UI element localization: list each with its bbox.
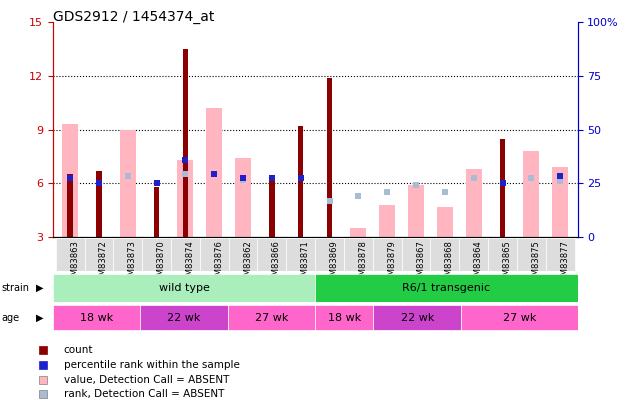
Bar bbox=[258, 238, 286, 271]
Text: 27 wk: 27 wk bbox=[502, 313, 536, 322]
Text: value, Detection Call = ABSENT: value, Detection Call = ABSENT bbox=[63, 375, 229, 385]
Text: GSM83866: GSM83866 bbox=[272, 240, 281, 286]
Bar bbox=[84, 238, 114, 271]
Bar bbox=[402, 238, 430, 271]
Text: 18 wk: 18 wk bbox=[80, 313, 113, 322]
Bar bbox=[286, 238, 315, 271]
Bar bbox=[62, 124, 78, 237]
Text: wild type: wild type bbox=[158, 283, 209, 293]
Text: GSM83872: GSM83872 bbox=[99, 240, 108, 286]
Text: GSM83864: GSM83864 bbox=[474, 240, 483, 286]
Bar bbox=[142, 238, 171, 271]
Bar bbox=[437, 207, 453, 237]
Bar bbox=[206, 108, 222, 237]
Bar bbox=[315, 305, 373, 330]
Bar bbox=[229, 238, 258, 271]
Text: rank, Detection Call = ABSENT: rank, Detection Call = ABSENT bbox=[63, 389, 224, 399]
Text: ▶: ▶ bbox=[36, 313, 43, 322]
Text: 22 wk: 22 wk bbox=[167, 313, 201, 322]
Text: age: age bbox=[1, 313, 19, 322]
Bar bbox=[430, 238, 460, 271]
Bar bbox=[53, 274, 315, 302]
Text: GSM83862: GSM83862 bbox=[243, 240, 252, 286]
Bar bbox=[517, 238, 546, 271]
Bar bbox=[56, 238, 84, 271]
Bar bbox=[488, 238, 517, 271]
Text: GSM83871: GSM83871 bbox=[301, 240, 310, 286]
Text: 27 wk: 27 wk bbox=[255, 313, 288, 322]
Text: count: count bbox=[63, 345, 93, 355]
Bar bbox=[68, 174, 73, 237]
Bar bbox=[344, 238, 373, 271]
Bar bbox=[235, 158, 251, 237]
Text: GSM83876: GSM83876 bbox=[214, 240, 223, 286]
Bar bbox=[120, 130, 135, 237]
Text: GSM83870: GSM83870 bbox=[156, 240, 166, 286]
Bar bbox=[379, 205, 395, 237]
Bar bbox=[228, 305, 315, 330]
Bar bbox=[53, 305, 140, 330]
Bar bbox=[178, 160, 193, 237]
Text: GSM83879: GSM83879 bbox=[388, 240, 396, 286]
Text: strain: strain bbox=[1, 283, 29, 293]
Text: 18 wk: 18 wk bbox=[328, 313, 361, 322]
Text: GSM83868: GSM83868 bbox=[445, 240, 454, 286]
Text: GSM83873: GSM83873 bbox=[128, 240, 137, 286]
Bar bbox=[373, 238, 402, 271]
Text: R6/1 transgenic: R6/1 transgenic bbox=[402, 283, 491, 293]
Bar bbox=[460, 238, 488, 271]
Bar bbox=[466, 169, 482, 237]
Bar bbox=[183, 49, 188, 237]
Text: GSM83874: GSM83874 bbox=[186, 240, 194, 286]
Text: GSM83878: GSM83878 bbox=[358, 240, 368, 286]
Bar bbox=[408, 185, 424, 237]
Bar bbox=[315, 274, 578, 302]
Bar bbox=[524, 151, 539, 237]
Bar bbox=[96, 171, 101, 237]
Bar bbox=[373, 305, 461, 330]
Text: GSM83869: GSM83869 bbox=[330, 240, 338, 286]
Bar bbox=[154, 187, 159, 237]
Text: ▶: ▶ bbox=[36, 283, 43, 293]
Text: GSM83875: GSM83875 bbox=[532, 240, 540, 286]
Bar bbox=[552, 167, 568, 237]
Bar bbox=[461, 305, 578, 330]
Bar bbox=[315, 238, 344, 271]
Bar bbox=[140, 305, 228, 330]
Bar bbox=[200, 238, 229, 271]
Bar bbox=[114, 238, 142, 271]
Bar bbox=[298, 126, 303, 237]
Text: 22 wk: 22 wk bbox=[401, 313, 434, 322]
Text: GDS2912 / 1454374_at: GDS2912 / 1454374_at bbox=[53, 10, 214, 24]
Bar bbox=[270, 178, 274, 237]
Text: GSM83865: GSM83865 bbox=[502, 240, 512, 286]
Bar bbox=[171, 238, 200, 271]
Text: GSM83863: GSM83863 bbox=[70, 240, 79, 286]
Text: percentile rank within the sample: percentile rank within the sample bbox=[63, 360, 240, 370]
Bar bbox=[546, 238, 574, 271]
Text: GSM83877: GSM83877 bbox=[560, 240, 569, 286]
Bar bbox=[500, 139, 505, 237]
Bar bbox=[327, 78, 332, 237]
Text: GSM83867: GSM83867 bbox=[416, 240, 425, 286]
Bar bbox=[350, 228, 366, 237]
